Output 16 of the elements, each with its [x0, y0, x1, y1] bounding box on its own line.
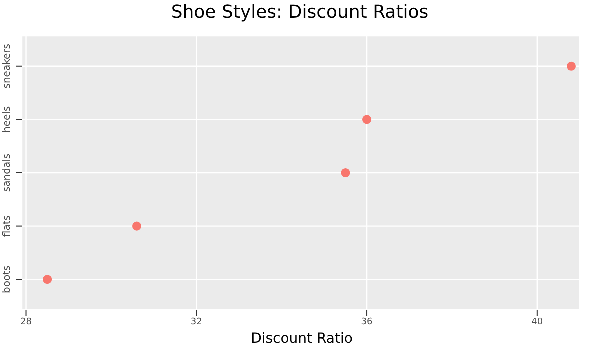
x-tick-label: 40 — [532, 317, 544, 328]
y-tick-label: boots — [2, 266, 13, 294]
y-tick-label: flats — [2, 216, 13, 238]
x-axis-title: Discount Ratio — [250, 331, 354, 347]
x-tick-label: 28 — [20, 317, 32, 328]
point — [566, 62, 576, 71]
x-tick-label: 32 — [190, 317, 202, 328]
chart-title: Shoe Styles: Discount Ratios — [170, 2, 430, 23]
point — [43, 275, 52, 284]
point — [341, 168, 350, 178]
point — [132, 222, 142, 231]
y-tick-label: sandals — [2, 154, 13, 192]
y-tick-label: heels — [2, 106, 13, 134]
y-tick-label: sneakers — [2, 44, 13, 89]
point — [362, 115, 372, 124]
x-tick-label: 36 — [361, 317, 374, 328]
